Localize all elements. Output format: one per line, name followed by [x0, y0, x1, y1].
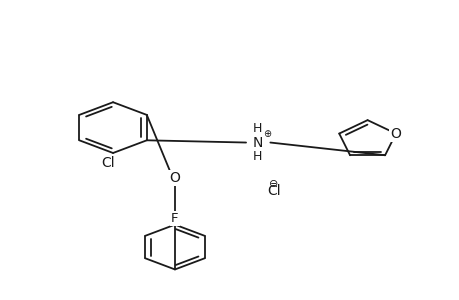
Text: O: O [390, 127, 401, 141]
Text: ⊖: ⊖ [269, 179, 278, 189]
Text: F: F [171, 212, 179, 225]
Text: H: H [252, 150, 262, 164]
Text: O: O [169, 171, 180, 185]
Text: Cl: Cl [266, 184, 280, 198]
Text: ⊕: ⊕ [263, 129, 271, 139]
Text: N: N [252, 136, 262, 149]
Text: H: H [252, 122, 262, 135]
Text: Cl: Cl [101, 156, 115, 170]
